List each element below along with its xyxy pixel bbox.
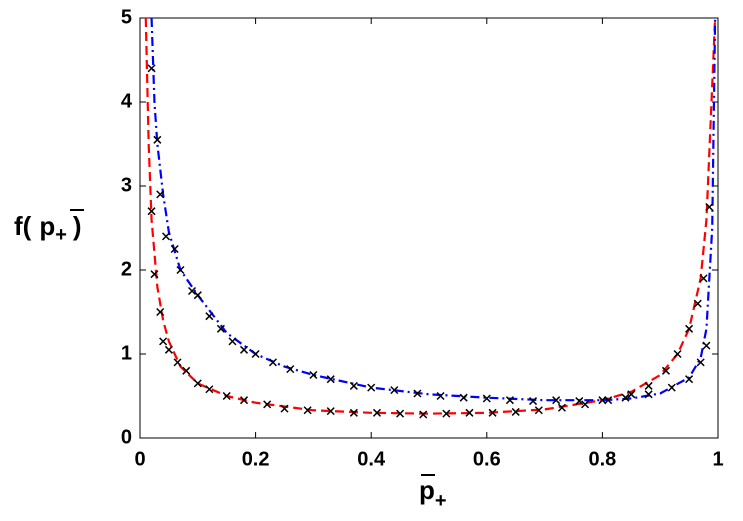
data-marker [627,390,636,399]
data-marker [147,64,156,73]
x-tick-label: 0.6 [473,448,501,470]
plot-frame [139,17,719,439]
data-marker [205,312,214,321]
data-marker [505,396,514,405]
series-line [150,17,717,402]
y-tick-label: 5 [121,6,132,28]
data-marker [187,286,197,296]
data-marker [696,358,705,367]
x-tick-label: 1 [712,448,723,470]
data-marker [685,324,694,333]
data-marker [552,396,561,405]
data-marker [164,345,173,354]
data-marker [326,407,335,416]
y-label-part: f( [14,211,32,241]
x-label-part: p [419,475,435,505]
data-marker [667,383,676,392]
data-marker [705,202,714,212]
data-marker [216,324,225,333]
x-tick-label: 0.8 [588,448,616,470]
data-marker [170,244,179,254]
y-tick-label: 0 [121,426,132,448]
data-marker [436,391,445,401]
data-marker [240,345,249,354]
data-marker [413,389,422,398]
data-marker [621,393,630,402]
x-tick-label: 0.4 [357,448,386,470]
data-marker [159,337,168,346]
data-marker [702,341,711,350]
y-label-part: p [39,211,55,241]
data-marker [372,408,382,417]
data-marker [193,379,202,388]
data-marker [150,270,159,279]
y-tick-label: 3 [121,174,132,196]
data-marker [303,406,312,415]
data-marker [251,349,260,359]
data-marker [575,397,584,406]
data-marker [280,404,289,413]
y-tick-label: 4 [121,90,133,112]
y-tick-label: 1 [121,342,132,364]
data-marker [459,393,468,402]
data-marker [147,207,156,216]
data-marker [205,385,214,394]
data-marker [557,403,566,412]
data-marker [182,366,191,375]
data-marker [685,375,694,384]
data-marker [488,408,497,417]
data-marker [228,337,237,346]
data-marker [442,409,451,418]
data-marker [390,386,399,395]
x-axis-label: p+ [419,475,447,512]
data-marker [156,307,165,317]
data-marker [529,397,538,406]
y-tick-label: 2 [121,258,132,280]
data-marker [349,408,358,417]
data-marker [482,394,491,403]
data-marker [396,409,405,418]
data-marker [349,381,358,390]
data-marker [193,291,202,300]
data-marker [153,135,162,144]
data-marker [511,407,520,416]
data-marker [534,406,543,415]
data-marker [644,390,653,399]
data-marker [309,370,318,380]
data-marker [604,396,613,405]
y-axis-label: f(p+) [14,211,82,246]
x-tick-label: 0.2 [242,448,270,470]
x-tick-label: 0 [134,448,145,470]
data-marker [598,396,607,405]
data-marker [286,365,295,374]
data-marker [581,400,590,409]
x-label-part: + [435,490,447,512]
data-marker [419,410,428,419]
y-label-part: ) [73,211,82,241]
data-marker [326,375,335,384]
data-marker [240,396,249,405]
data-marker [465,408,474,417]
data-marker [263,400,272,409]
data-marker [644,381,653,390]
data-marker [693,299,702,308]
data-marker [161,232,171,241]
data-marker [173,358,182,367]
data-marker [156,190,165,199]
y-label-part: + [55,224,67,246]
data-marker [176,265,185,275]
data-marker [268,358,277,367]
data-marker [673,349,682,359]
data-marker [661,366,671,375]
data-marker [699,274,708,283]
data-marker [367,383,376,392]
series-line [144,17,717,415]
data-marker [222,391,231,401]
